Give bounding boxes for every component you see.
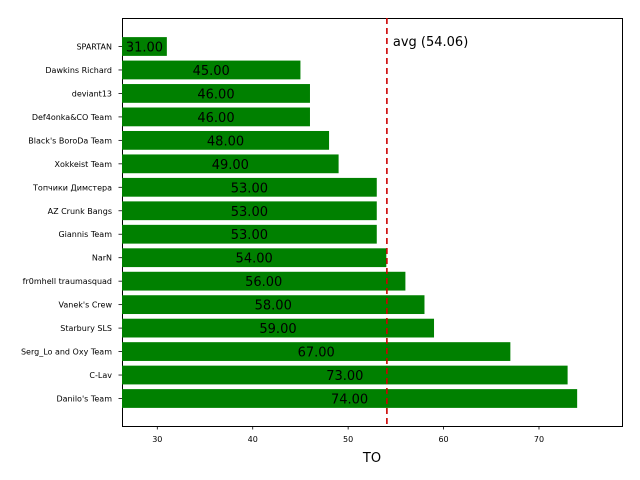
bar	[122, 389, 578, 408]
category-label: Def4onka&CO Team	[32, 113, 112, 122]
bar	[122, 177, 377, 197]
x-tick-label: 50	[343, 435, 353, 444]
bar	[122, 295, 425, 315]
category-label: Vanek's Crew	[59, 301, 113, 310]
category-label: Black's BoroDa Team	[28, 136, 112, 145]
category-label: Dawkins Richard	[45, 66, 112, 75]
category-label: NarN	[92, 254, 112, 263]
bar-value-label: 56.00	[245, 275, 282, 290]
bar	[122, 84, 310, 103]
bar-value-label: 53.00	[231, 181, 268, 196]
bar-value-label: 31.00	[126, 41, 163, 56]
bar-value-label: 48.00	[207, 134, 244, 149]
category-label: Danilo's Team	[56, 395, 112, 404]
plot-area	[122, 18, 623, 427]
bar	[122, 154, 339, 174]
category-label: Starbury SLS	[60, 324, 112, 333]
bar-value-label: 49.00	[212, 158, 249, 173]
bar	[122, 248, 387, 268]
bar-value-label: 58.00	[255, 299, 292, 314]
bar-value-label: 46.00	[197, 87, 234, 102]
bar-value-label: 59.00	[259, 322, 296, 337]
category-label: Топчики Димстера	[32, 183, 112, 192]
x-axis-ticks: 30 40 50 60 70	[152, 426, 544, 444]
average-label: avg (54.06)	[393, 35, 468, 50]
category-label: deviant13	[72, 89, 112, 98]
bar	[122, 130, 330, 150]
category-label: C-Lav	[89, 371, 112, 380]
x-tick-label: 70	[534, 435, 544, 444]
x-tick-label: 40	[248, 435, 258, 444]
x-axis-title: TO	[362, 451, 381, 466]
bar-value-label: 45.00	[193, 64, 230, 79]
bar	[122, 224, 377, 244]
bar	[122, 318, 435, 338]
bar	[122, 342, 511, 361]
bar-value-label: 46.00	[197, 111, 234, 126]
bar	[122, 271, 406, 291]
category-label: SPARTAN	[76, 43, 112, 52]
bar-value-label: 74.00	[331, 393, 368, 408]
bars-layer: 31.00 45.00 46.00 46.00 48.00 49.00 53.00 53.00…	[122, 37, 578, 408]
category-label: Giannis Team	[58, 230, 112, 239]
average-layer: avg (54.06)	[386, 18, 468, 426]
bar-value-label: 54.00	[236, 252, 273, 267]
bar-value-label: 53.00	[231, 228, 268, 243]
bar-value-label: 67.00	[298, 346, 335, 361]
x-tick-label: 30	[152, 435, 162, 444]
bar	[122, 365, 568, 385]
bar	[122, 201, 377, 221]
category-label: Serg_Lo and Oxy Team	[21, 348, 112, 357]
category-labels: SPARTAN Dawkins Richard deviant13 Def4onka&…	[21, 43, 122, 404]
category-label: fr0mhell traumasquad	[23, 277, 112, 286]
bar	[122, 107, 310, 127]
bar-value-label: 53.00	[231, 205, 268, 220]
bar	[122, 60, 301, 80]
x-tick-label: 60	[438, 435, 448, 444]
category-label: AZ Crunk Bangs	[48, 207, 112, 216]
category-label: Xokkeist Team	[55, 160, 113, 169]
bar	[122, 37, 167, 56]
bar-value-label: 73.00	[326, 369, 363, 384]
